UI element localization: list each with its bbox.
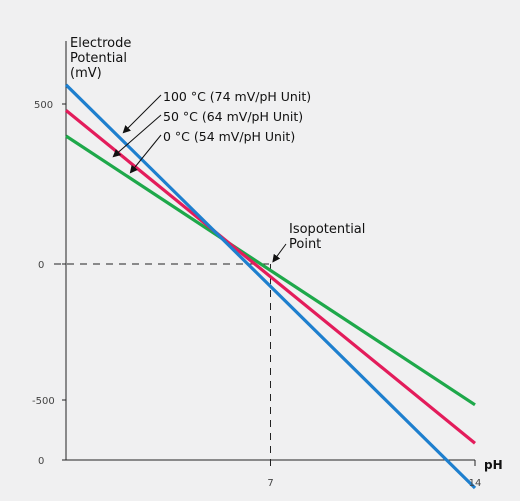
y-axis-label-line: Electrode [70,36,131,51]
series-label-arrow [129,134,162,174]
series-line [64,109,477,445]
x-axis-label: pH [484,458,503,472]
series-label-arrow [122,94,162,134]
y-tick-label: 500 [34,100,53,111]
series-label: 0 °C (54 mV/pH Unit) [163,129,295,144]
y-axis-label-line: Potential [70,51,127,66]
x-tick-label: 7 [267,478,273,489]
isopotential-arrow [272,243,287,263]
x-tick-label: 14 [469,478,482,489]
y-tick-label: 0 [38,456,44,467]
y-tick-label: -500 [32,396,55,407]
series-label-arrow [112,114,162,158]
y-axis-label-line: (mV) [70,66,102,81]
isopotential-label-line: Point [289,237,321,252]
series-line [64,83,477,490]
axes-layer [54,41,476,466]
y-tick-label: 0 [38,260,44,271]
annotations-layer [112,94,287,263]
series-label: 50 °C (64 mV/pH Unit) [163,109,303,124]
series-line [65,134,476,407]
series-layer [64,83,477,490]
isopotential-label-line: Isopotential [289,222,365,237]
series-label: 100 °C (74 mV/pH Unit) [163,89,311,104]
